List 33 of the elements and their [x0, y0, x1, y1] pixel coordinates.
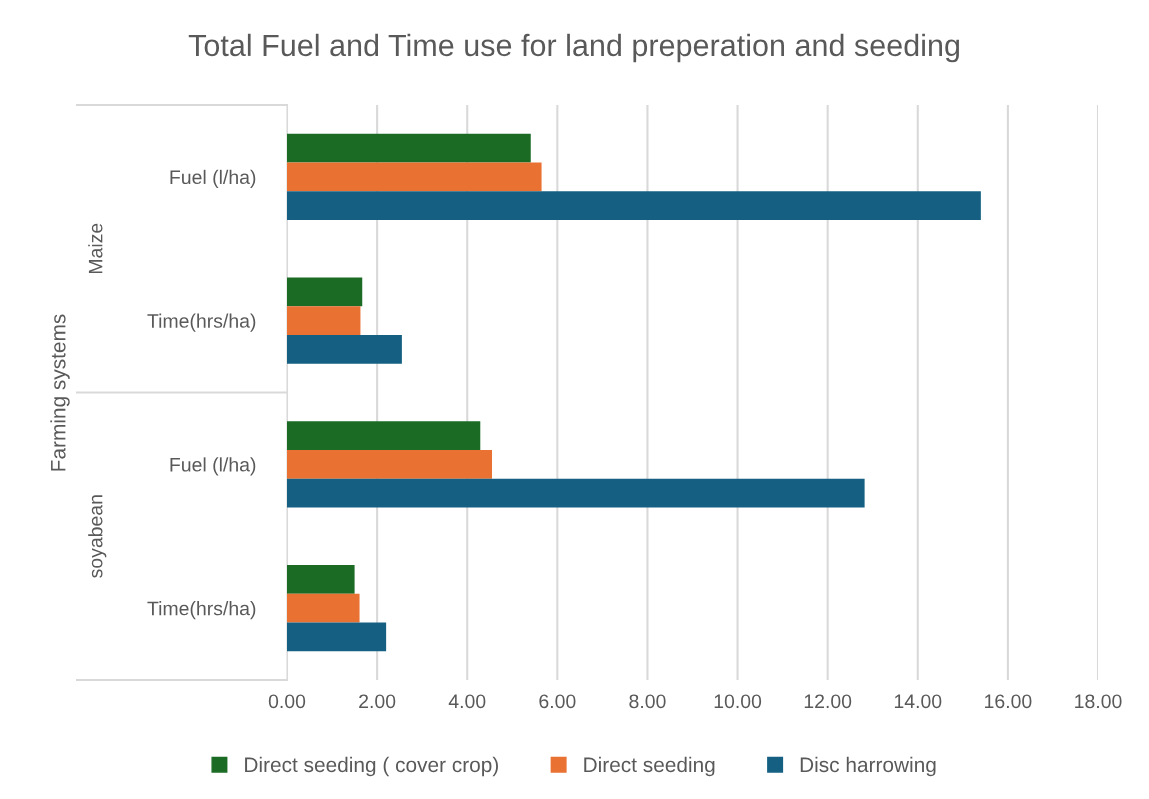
x-tick-label: 18.00: [1075, 694, 1122, 709]
bar: [287, 191, 981, 220]
text: soyabean: [88, 495, 107, 578]
bar: [287, 335, 402, 364]
legend-label: Direct seeding: [584, 756, 715, 777]
x-tick-label: 4.00: [448, 694, 486, 709]
text: Maize: [88, 223, 103, 274]
x-tick-label: 2.00: [359, 694, 396, 709]
y-tick-label: Fuel (l/ha): [170, 169, 256, 188]
bar: [287, 133, 531, 163]
bar: [287, 622, 387, 652]
bar: [287, 306, 361, 335]
bar: [287, 277, 363, 307]
x-tick-label: 14.00: [894, 694, 942, 709]
x-tick-label: 16.00: [985, 694, 1032, 709]
y-tick-label: Time(hrs/ha): [147, 601, 256, 620]
y-tick-label: Fuel (l/ha): [170, 457, 256, 476]
bar: [287, 162, 542, 192]
bar: [287, 593, 360, 623]
x-tick-label: 6.00: [539, 694, 576, 709]
x-tick-label: 0.00: [268, 694, 306, 709]
bar: [287, 421, 481, 450]
bar: [287, 565, 355, 594]
x-tick-label: 8.00: [629, 694, 666, 709]
legend-label: Disc harrowing: [800, 756, 936, 777]
x-tick-label: 12.00: [804, 694, 852, 709]
x-tick-label: 10.00: [714, 694, 762, 709]
legend-label: Direct seeding ( cover crop): [245, 756, 498, 777]
y-axis-title: Farming systems: [50, 314, 70, 471]
chart-title: Total Fuel and Time use for land preperation and seeding: [188, 33, 959, 63]
bar: [287, 450, 492, 479]
y-tick-label: Time(hrs/ha): [147, 313, 256, 332]
bar: [287, 478, 865, 508]
